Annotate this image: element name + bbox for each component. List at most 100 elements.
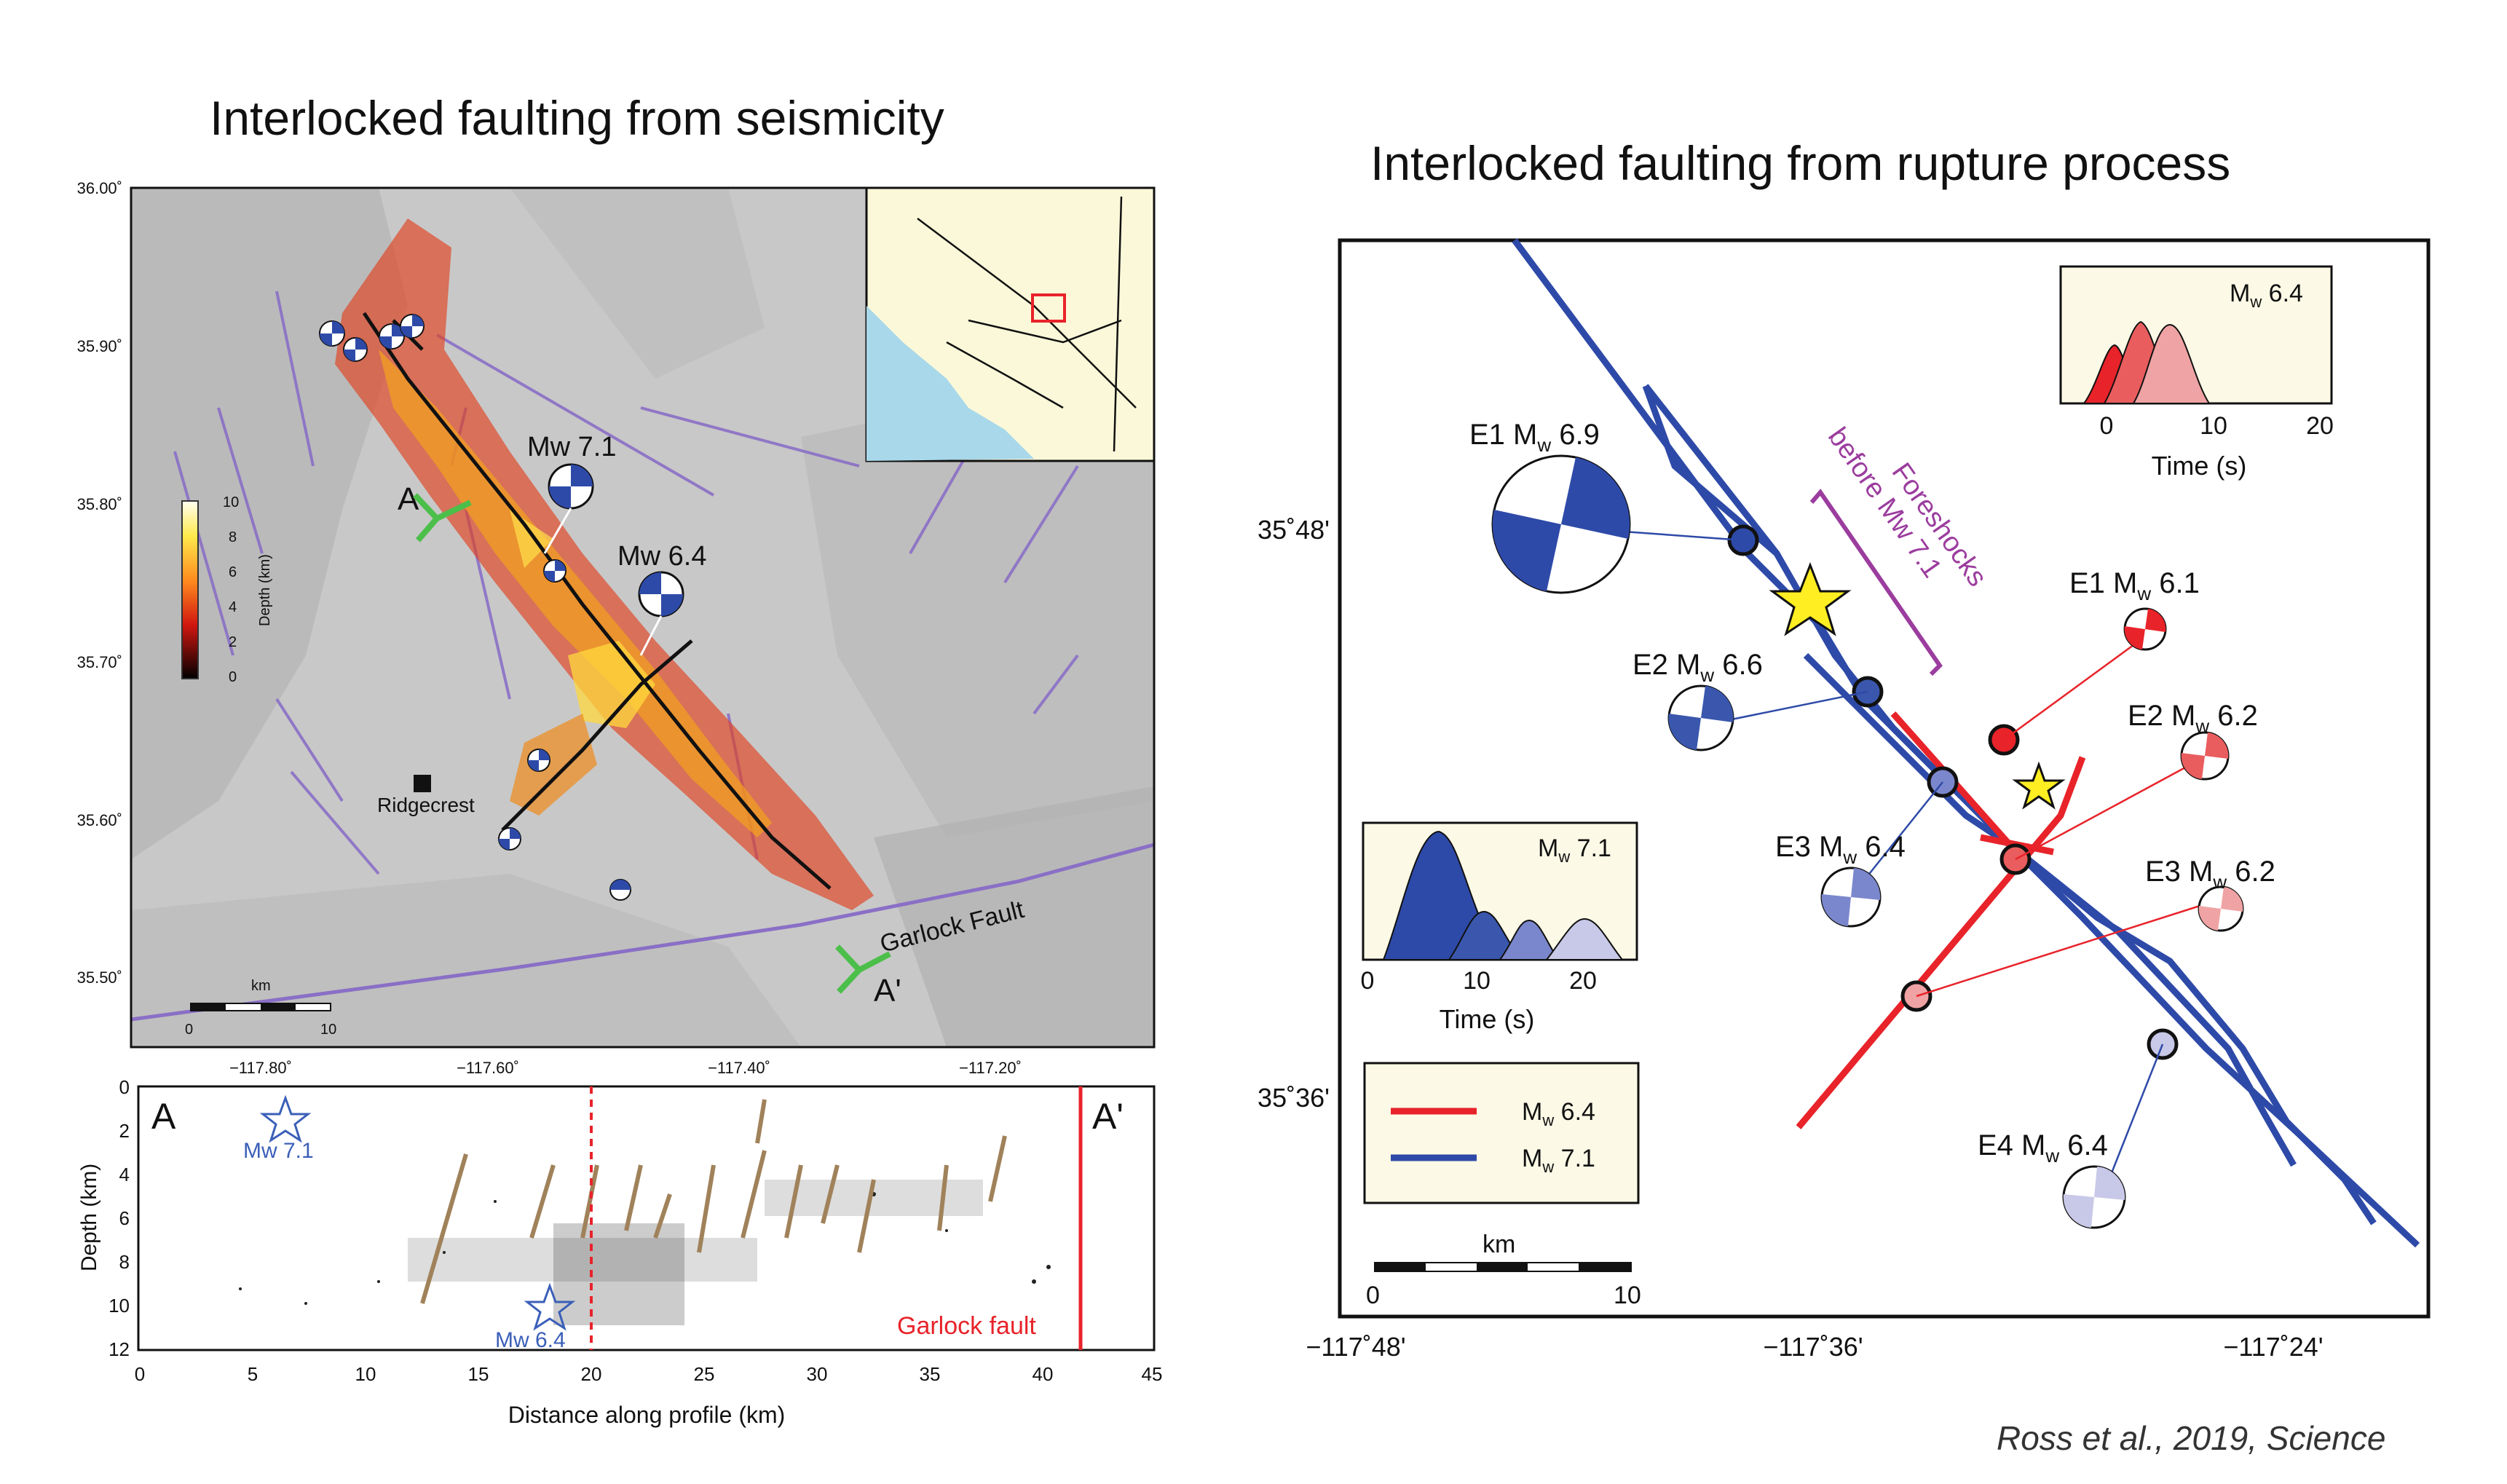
label-e2-62: E2 Mw 6.2 — [2128, 700, 2258, 737]
rupture-lat-ticks: 35˚48' 35˚36' — [1258, 515, 1330, 1113]
svg-text:10: 10 — [1614, 1282, 1641, 1309]
garlock-fault-trace — [131, 842, 1154, 1022]
svg-text:0: 0 — [1361, 967, 1375, 995]
svg-text:0: 0 — [185, 1022, 193, 1038]
svg-text:0: 0 — [229, 669, 237, 685]
profile-y-ticks: 0 2 4 6 8 10 12 — [108, 1078, 130, 1360]
svg-text:−117˚48': −117˚48' — [1306, 1332, 1405, 1362]
svg-text:2: 2 — [119, 1120, 130, 1142]
svg-text:Mw 7.1: Mw 7.1 — [1538, 834, 1611, 866]
map-label-a-prime: A' — [874, 973, 901, 1009]
legend-label-mw71: Mw 7.1 — [1522, 1145, 1595, 1176]
svg-text:10: 10 — [1463, 967, 1491, 995]
rupture-process-map: Foreshocks before Mw 7.1 E1 Mw 6.9 — [1258, 238, 2431, 1362]
beachball-e3-62 — [2198, 885, 2244, 932]
svg-text:8: 8 — [119, 1251, 130, 1273]
ridgecrest-marker — [414, 775, 431, 792]
svg-text:8: 8 — [229, 529, 237, 545]
svg-text:−117˚24': −117˚24' — [2223, 1332, 2323, 1362]
svg-text:10: 10 — [355, 1363, 376, 1385]
svg-text:15: 15 — [468, 1363, 489, 1385]
left-panel-title: Interlocked faulting from seismicity — [210, 91, 944, 145]
colorbar-label: Depth (km) — [257, 554, 273, 626]
svg-text:35.50˚: 35.50˚ — [77, 968, 122, 987]
legend-label-mw64: Mw 6.4 — [1522, 1098, 1595, 1129]
svg-text:20: 20 — [581, 1363, 602, 1385]
mw71-hypocenter-star — [1769, 561, 1852, 636]
map-label-ridgecrest: Ridgecrest — [377, 794, 475, 816]
mw64-hypocenter-star — [2012, 761, 2066, 810]
profile-label-garlock: Garlock fault — [897, 1312, 1036, 1340]
label-e4-64: E4 Mw 6.4 — [1978, 1129, 2108, 1167]
label-e2-66: E2 Mw 6.6 — [1632, 649, 1763, 686]
svg-text:4: 4 — [119, 1164, 130, 1185]
california-inset — [865, 186, 1156, 462]
profile-label-mw64: Mw 6.4 — [495, 1328, 566, 1352]
svg-text:Mw 6.4: Mw 6.4 — [2230, 280, 2303, 311]
depth-colorbar — [181, 500, 199, 679]
svg-text:Time (s): Time (s) — [2152, 451, 2247, 481]
svg-text:12: 12 — [108, 1338, 130, 1360]
mw64-star — [524, 1282, 576, 1331]
svg-text:35: 35 — [920, 1363, 941, 1385]
svg-text:35.70˚: 35.70˚ — [77, 653, 122, 671]
map-scale-bar: km 0 10 — [185, 978, 336, 1038]
map-frame — [130, 186, 1156, 1049]
svg-text:0: 0 — [119, 1078, 130, 1098]
svg-text:25: 25 — [694, 1363, 715, 1385]
svg-text:5: 5 — [248, 1363, 258, 1385]
svg-text:Time (s): Time (s) — [1440, 1004, 1535, 1034]
svg-text:0: 0 — [1366, 1282, 1380, 1309]
map-label-mw71: Mw 7.1 — [527, 432, 616, 462]
mw71-star — [259, 1094, 312, 1143]
citation: Ross et al., 2019, Science — [1997, 1419, 2386, 1457]
svg-text:10: 10 — [108, 1295, 130, 1317]
svg-text:10: 10 — [223, 494, 239, 510]
map-lat-ticks: 36.00˚ 35.90˚ 35.80˚ 35.70˚ 35.60˚ 35.50… — [77, 179, 122, 987]
stf-inset-mw71: Mw 7.1 0 10 20 Time (s) — [1361, 821, 1638, 1034]
beachball-e1-61 — [2123, 607, 2167, 651]
label-e3-64: E3 Mw 6.4 — [1775, 831, 1906, 868]
beachball-e2-62 — [2180, 731, 2230, 781]
svg-text:6: 6 — [229, 564, 237, 580]
svg-text:0: 0 — [2100, 412, 2114, 440]
stf-inset-mw64: Mw 6.4 0 10 20 Time (s) — [2059, 265, 2334, 481]
beachball-mw71 — [548, 463, 594, 510]
svg-text:30: 30 — [807, 1363, 828, 1385]
fault-legend: Mw 6.4 Mw 7.1 — [1363, 1062, 1640, 1204]
profile-xlabel: Distance along profile (km) — [508, 1402, 786, 1428]
profile-label-a: A — [151, 1096, 176, 1137]
svg-text:4: 4 — [229, 599, 237, 615]
beachball-e3-64 — [1820, 867, 1882, 928]
foreshocks-bracket — [1809, 489, 1943, 676]
svg-text:20: 20 — [1569, 967, 1597, 995]
svg-text:2: 2 — [229, 634, 237, 650]
svg-text:km: km — [1483, 1231, 1515, 1258]
map-beachballs — [319, 314, 684, 901]
subevent-circles — [1727, 524, 2179, 1060]
svg-text:−117˚36': −117˚36' — [1763, 1332, 1863, 1362]
map-label-mw64: Mw 6.4 — [617, 541, 706, 572]
profile-label-a-prime: A' — [1092, 1096, 1124, 1137]
profile-ylabel: Depth (km) — [77, 1164, 101, 1271]
svg-text:35˚36': 35˚36' — [1258, 1083, 1330, 1113]
label-e1-69: E1 Mw 6.9 — [1469, 419, 1600, 456]
profile-frame — [137, 1085, 1156, 1351]
profile-fault-traces — [420, 1099, 1007, 1304]
beachball-mw64 — [638, 571, 684, 617]
svg-text:10: 10 — [320, 1022, 336, 1038]
study-area-box — [1031, 293, 1066, 323]
rupture-scale-bar: km 0 10 — [1366, 1231, 1641, 1309]
svg-text:35˚48': 35˚48' — [1258, 515, 1330, 545]
colorbar-ticks: 10 8 6 4 2 0 — [223, 494, 239, 685]
svg-text:10: 10 — [2200, 412, 2227, 440]
svg-text:6: 6 — [119, 1207, 130, 1229]
profile-label-mw71: Mw 7.1 — [243, 1139, 314, 1163]
svg-text:35.90˚: 35.90˚ — [77, 337, 122, 355]
svg-text:0: 0 — [135, 1363, 145, 1385]
depth-profile: Mw 7.1 Mw 6.4 Garlock fault A A' 0 2 4 6… — [77, 1078, 1162, 1428]
svg-text:−117.80˚: −117.80˚ — [229, 1059, 292, 1077]
svg-text:20: 20 — [2306, 412, 2334, 440]
profile-markers — [413, 493, 891, 994]
beachball-e2-66 — [1667, 684, 1734, 751]
